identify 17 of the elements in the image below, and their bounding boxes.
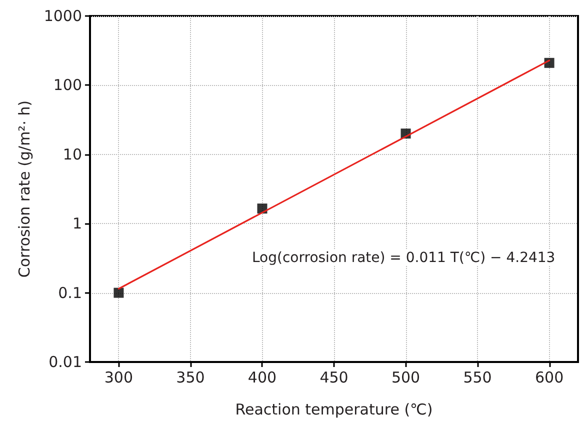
x-tick-label: 550 — [463, 368, 492, 386]
x-tick-label: 500 — [391, 368, 420, 386]
y-tick-label: 1 — [72, 214, 82, 233]
x-axis-title: Reaction temperature (℃) — [235, 400, 433, 418]
x-tick-label: 450 — [320, 368, 348, 386]
point — [114, 288, 124, 298]
x-tick-label: 300 — [104, 368, 134, 386]
annotation: Log(corrosion rate) = 0.011 T(℃) − 4.2413 — [252, 250, 556, 266]
y-tick-label: 0.1 — [58, 284, 82, 302]
y-tick-label: 1000 — [44, 7, 82, 25]
y-tick-label: 0.01 — [48, 353, 82, 371]
x-tick-label: 600 — [534, 368, 564, 386]
x-tick-label: 350 — [176, 368, 205, 386]
x-tick-label: 400 — [248, 368, 277, 386]
y-tick-label: 10 — [62, 145, 82, 164]
y-axis-title: Corrosion rate (g/m²· h) — [16, 100, 34, 278]
y-tick-label: 100 — [53, 76, 82, 94]
